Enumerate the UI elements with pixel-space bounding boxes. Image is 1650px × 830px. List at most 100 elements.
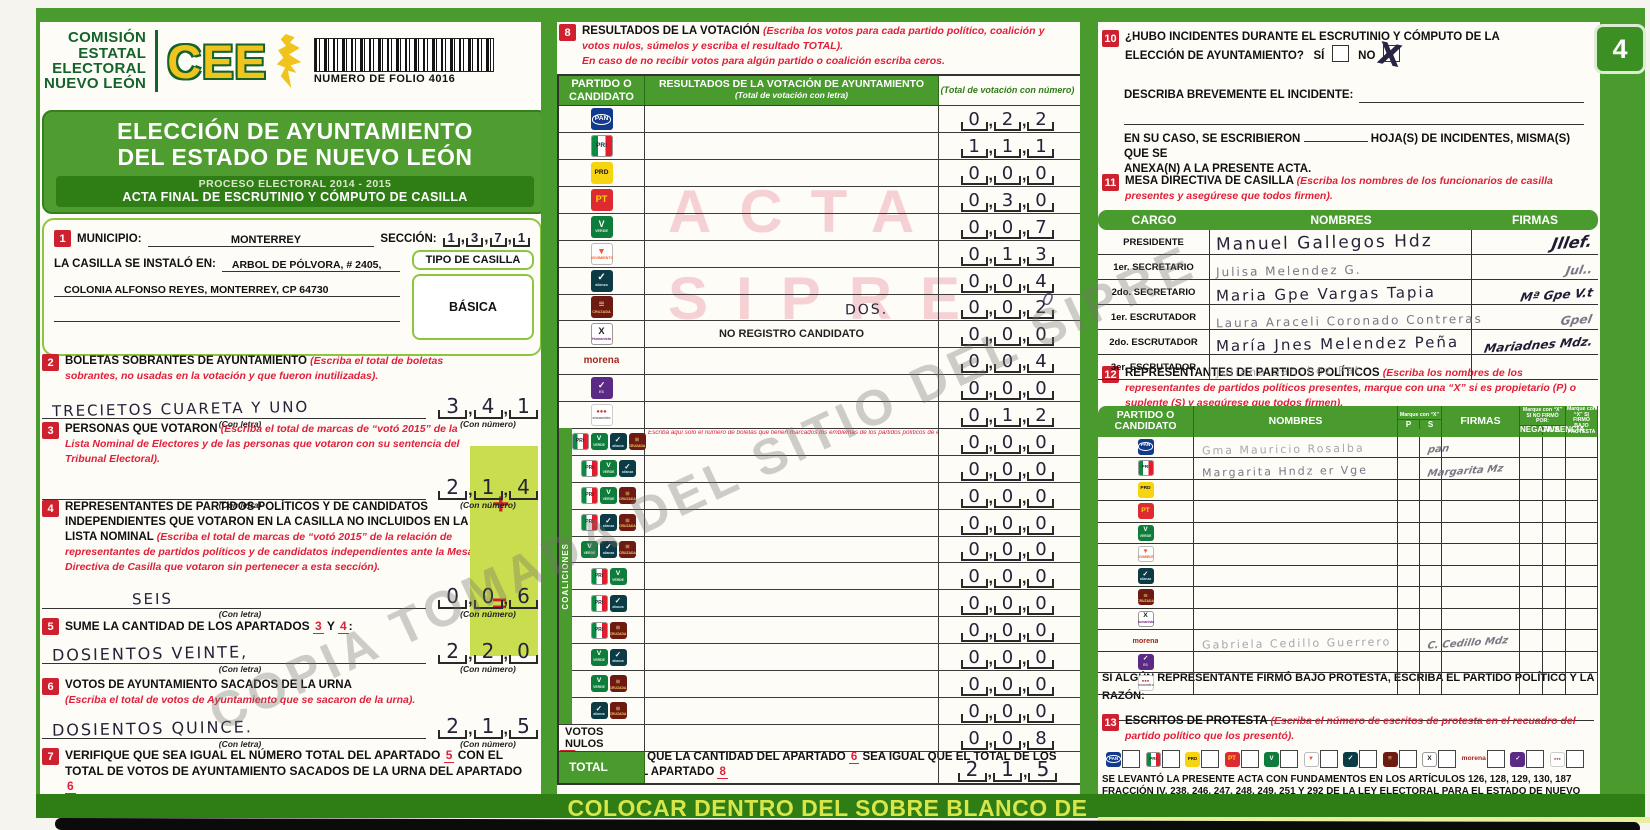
digit-cell[interactable]: 7 <box>489 228 507 247</box>
digit-cell[interactable]: 4 <box>509 473 538 500</box>
protest-count-box-es[interactable] <box>1526 750 1545 768</box>
si-checkbox[interactable] <box>1331 44 1349 62</box>
digit-cell[interactable]: 0 <box>960 564 988 589</box>
numero-comb[interactable]: 0,0,0 <box>960 376 1055 401</box>
digit-cell[interactable]: 0 <box>1027 645 1055 669</box>
rep-firma-cell[interactable] <box>1442 544 1520 565</box>
rep-s-cell[interactable] <box>1420 544 1442 565</box>
letra-cell-morena[interactable] <box>645 348 939 375</box>
rep-p-cell[interactable] <box>1398 522 1420 544</box>
rep-s-cell[interactable] <box>1420 501 1442 522</box>
representantes-votaron-letra[interactable]: SEIS <box>42 590 427 609</box>
protest-count-box-pvem[interactable] <box>1280 750 1298 768</box>
rep-protesta-cell[interactable] <box>1566 501 1598 522</box>
rep-firma-cell[interactable] <box>1442 630 1520 651</box>
numero-comb[interactable]: 0,1,3 <box>960 242 1055 266</box>
digit-cell[interactable]: 4 <box>1027 269 1055 293</box>
rep-firma-cell[interactable] <box>1442 673 1520 694</box>
seccion-field[interactable]: 1,3,7,1 <box>442 228 530 247</box>
digit-cell[interactable]: 0 <box>960 215 988 239</box>
rep-nombre-cell[interactable] <box>1194 544 1398 565</box>
numero-cell-pri[interactable]: 1,1,1 <box>939 133 1076 159</box>
digit-cell[interactable]: 0 <box>994 672 1021 696</box>
digit-cell[interactable]: 0 <box>960 322 988 347</box>
digit-cell[interactable]: 1 <box>473 712 503 739</box>
personas-votaron-letra[interactable] <box>42 481 427 500</box>
rep-protesta-cell[interactable] <box>1566 544 1598 565</box>
coalition-numero-cell[interactable]: 0,0,0 <box>939 510 1076 536</box>
digit-cell[interactable]: 0 <box>994 295 1021 320</box>
rep-negativa-cell[interactable] <box>1520 458 1543 479</box>
coalition-numero-cell[interactable]: 0,0,0 <box>939 698 1076 724</box>
rep-nombre-cell[interactable] <box>1194 479 1398 501</box>
votos-urna-letra[interactable]: DOSIENTOS QUINCE. <box>42 717 427 740</box>
numero-comb[interactable]: 0,0,0 <box>960 591 1055 616</box>
numero-comb[interactable]: 0,0,4 <box>960 269 1055 293</box>
letra-cell-mc[interactable] <box>645 240 939 267</box>
digit-cell[interactable]: 1 <box>994 242 1021 266</box>
personas-votaron-numero[interactable]: 2,1,4 <box>438 473 538 500</box>
digit-cell[interactable]: 0 <box>960 726 988 750</box>
rep-nombre-cell[interactable] <box>1194 673 1398 694</box>
digit-cell[interactable]: 0 <box>994 457 1021 481</box>
digit-cell[interactable]: 1 <box>960 134 988 159</box>
letra-cell-humanista[interactable]: NO REGISTRO CANDIDATO <box>645 321 939 348</box>
coalition-letra-cell[interactable]: Escriba aquí solo el número de boletas q… <box>645 428 939 455</box>
votos-nulos-letra[interactable] <box>645 724 939 751</box>
rep-firma-cell[interactable] <box>1442 479 1520 501</box>
total-letra[interactable] <box>645 751 939 783</box>
rep-s-cell[interactable] <box>1420 522 1442 544</box>
rep-firma-cell[interactable] <box>1442 522 1520 544</box>
rep-protesta-cell[interactable] <box>1566 587 1598 608</box>
digit-cell[interactable]: 2 <box>438 473 468 500</box>
rep-protesta-cell[interactable] <box>1566 458 1598 479</box>
rep-ausencia-cell[interactable] <box>1543 608 1566 630</box>
digit-cell[interactable]: 0 <box>960 537 988 562</box>
digit-cell[interactable]: 5 <box>1028 755 1058 782</box>
letra-cell-prd[interactable] <box>645 160 939 186</box>
letra-cell-pri[interactable] <box>645 133 939 160</box>
numero-comb[interactable]: 0,0,0 <box>960 699 1055 723</box>
numero-cell-pan[interactable]: 0,2,2 <box>939 106 1076 132</box>
suma-letra[interactable]: DOSIENTOS VEINTE, <box>42 642 427 665</box>
rep-ausencia-cell[interactable] <box>1543 673 1566 694</box>
digit-cell[interactable]: 2 <box>1027 403 1055 427</box>
digit-cell[interactable]: 1 <box>513 228 530 247</box>
digit-cell[interactable]: 4 <box>1027 349 1055 374</box>
protest-count-box-mc[interactable] <box>1319 750 1338 768</box>
no-checkbox[interactable]: X <box>1374 36 1404 75</box>
numero-cell-humanista[interactable]: 0,0,0 <box>939 321 1076 347</box>
numero-cell-red[interactable]: 0,1,2 <box>939 402 1076 428</box>
rep-ausencia-cell[interactable] <box>1543 651 1566 673</box>
digit-cell[interactable]: 0 <box>994 161 1021 185</box>
rep-s-cell[interactable] <box>1420 565 1442 587</box>
rep-negativa-cell[interactable] <box>1520 544 1543 565</box>
coalition-letra-cell[interactable] <box>645 697 939 724</box>
numero-comb[interactable]: 0,2,2 <box>960 107 1055 132</box>
digit-cell[interactable]: 0 <box>1027 161 1055 185</box>
coalition-letra-cell[interactable] <box>645 590 939 617</box>
digit-cell[interactable]: 0 <box>994 645 1021 669</box>
digit-cell[interactable]: 6 <box>509 582 538 609</box>
digit-cell[interactable]: 0 <box>994 215 1021 239</box>
numero-comb[interactable]: 0,0,0 <box>960 618 1055 643</box>
digit-cell[interactable]: 0 <box>960 349 988 374</box>
digit-cell[interactable]: 0 <box>960 591 988 616</box>
digit-cell[interactable]: 0 <box>960 511 988 535</box>
numero-comb[interactable]: 0,0,0 <box>960 537 1055 562</box>
numero-comb[interactable]: 0,0,0 <box>960 430 1055 454</box>
total-numero[interactable]: 2,1,5 <box>957 755 1058 782</box>
digit-cell[interactable]: 0 <box>960 430 988 454</box>
numero-comb[interactable]: 0,0,0 <box>960 564 1055 589</box>
rep-firma-cell[interactable] <box>1442 651 1520 673</box>
protest-count-box-pt[interactable] <box>1240 750 1259 768</box>
rep-negativa-cell[interactable] <box>1520 501 1543 522</box>
rep-nombre-cell[interactable] <box>1194 522 1398 544</box>
digit-cell[interactable]: 0 <box>1027 457 1055 481</box>
digit-cell[interactable]: 0 <box>960 699 988 723</box>
digit-cell[interactable]: 0 <box>960 618 988 643</box>
rep-s-cell[interactable] <box>1420 673 1442 694</box>
numero-cell-prd[interactable]: 0,0,0 <box>939 160 1076 186</box>
digit-cell[interactable]: 0 <box>960 242 988 266</box>
